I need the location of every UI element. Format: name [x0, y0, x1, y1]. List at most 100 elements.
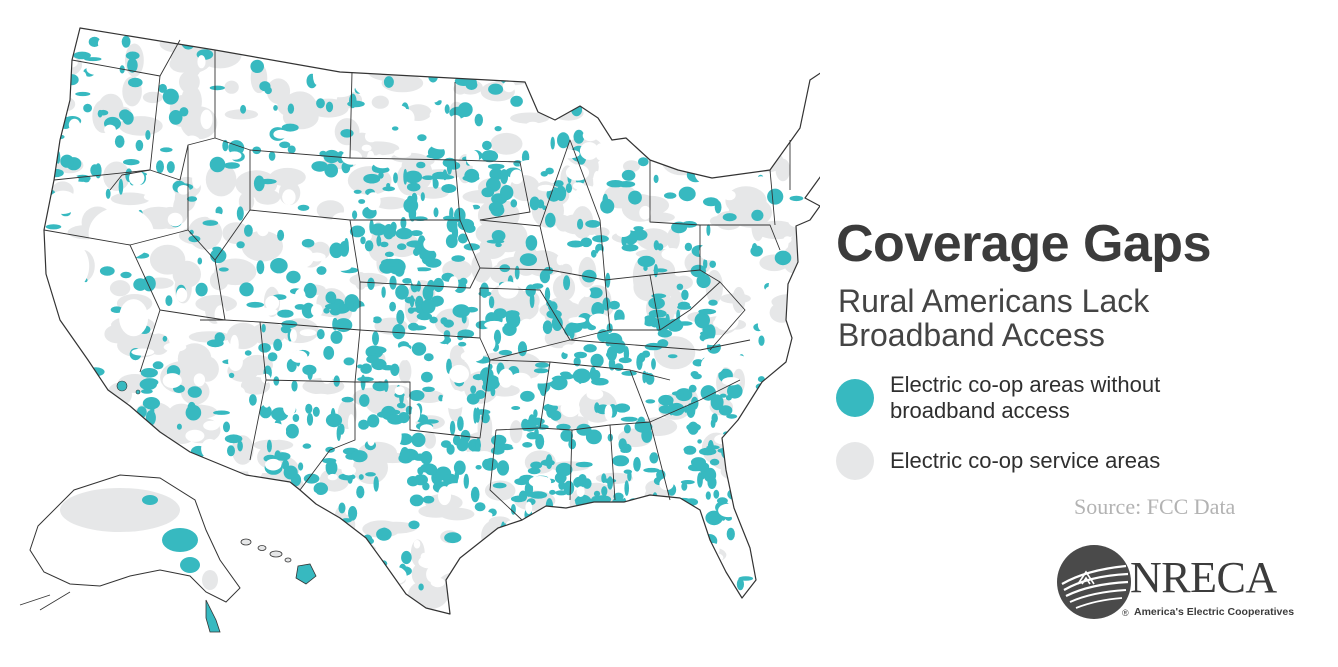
coverage-patch — [371, 95, 389, 109]
coverage-patch — [794, 335, 809, 343]
coverage-patch — [227, 445, 235, 457]
coverage-patch — [574, 351, 587, 359]
coverage-patch — [696, 139, 706, 144]
coverage-patch — [525, 501, 533, 514]
coverage-patch — [253, 439, 294, 451]
coverage-patch — [607, 476, 613, 490]
coverage-patch — [470, 486, 480, 503]
coverage-patch — [218, 267, 229, 272]
coverage-patch — [313, 37, 318, 44]
coverage-patch — [379, 241, 389, 248]
coverage-patch — [328, 88, 352, 98]
coverage-patch — [516, 571, 535, 586]
coverage-patch — [277, 229, 285, 241]
coverage-patch — [56, 93, 65, 101]
coverage-patch — [251, 502, 268, 525]
coverage-patch — [522, 65, 534, 82]
coverage-patch — [366, 192, 381, 211]
coverage-patch — [240, 479, 258, 484]
coverage-patch — [766, 558, 807, 579]
coverage-patch — [264, 86, 272, 95]
coverage-patch — [457, 233, 468, 244]
coverage-patch — [791, 358, 796, 374]
coverage-patch — [316, 528, 354, 558]
coverage-patch — [789, 195, 804, 202]
legend-label-service-areas: Electric co-op service areas — [890, 448, 1161, 473]
coverage-patch — [406, 64, 419, 74]
coverage-patch — [786, 513, 799, 524]
coverage-patch — [741, 61, 759, 78]
coverage-patch — [634, 115, 641, 131]
coverage-patch — [301, 238, 315, 248]
coverage-patch — [338, 473, 356, 481]
coverage-patch — [649, 452, 659, 464]
coverage-patch — [709, 458, 720, 466]
coverage-patch — [658, 94, 668, 110]
coverage-patch — [730, 260, 752, 274]
coverage-patch — [573, 357, 581, 367]
coverage-patch — [334, 318, 353, 333]
coverage-patch — [448, 276, 459, 291]
coverage-patch — [177, 185, 190, 195]
coverage-patch — [283, 399, 296, 416]
coverage-patch — [578, 474, 587, 484]
coverage-patch — [128, 77, 143, 88]
coverage-patch — [678, 574, 699, 605]
coverage-patch — [540, 459, 555, 467]
coverage-patch — [503, 34, 515, 47]
coverage-patch — [407, 307, 415, 314]
coverage-patch — [701, 355, 725, 375]
coverage-patch — [623, 424, 631, 434]
coverage-patch — [292, 533, 330, 563]
coverage-patch — [298, 462, 304, 471]
coverage-patch — [649, 515, 655, 528]
coverage-patch — [543, 266, 554, 275]
coverage-patch — [99, 266, 115, 276]
coverage-patch — [201, 438, 219, 459]
coverage-patch — [490, 132, 523, 155]
coverage-patch — [269, 167, 306, 187]
coverage-patch — [691, 459, 704, 465]
coverage-patch — [482, 457, 499, 471]
coverage-patch — [568, 439, 577, 450]
coverage-patch — [775, 158, 791, 182]
coverage-patch — [324, 163, 339, 178]
coverage-patch — [240, 494, 251, 506]
coverage-patch — [527, 467, 541, 475]
coverage-patch — [561, 509, 578, 519]
coverage-patch — [787, 144, 803, 159]
coverage-patch — [736, 578, 745, 591]
coverage-patch — [631, 568, 639, 578]
coverage-patch — [228, 372, 235, 378]
coverage-patch — [447, 483, 465, 492]
coverage-patch — [755, 49, 769, 64]
coverage-patch — [250, 59, 264, 73]
coverage-patch — [418, 583, 424, 591]
coverage-patch — [544, 287, 551, 302]
coverage-patch — [223, 162, 240, 169]
coverage-patch — [546, 299, 553, 307]
coverage-patch — [287, 145, 296, 154]
coverage-patch — [563, 69, 588, 77]
coverage-patch — [473, 407, 478, 424]
coverage-patch — [389, 275, 397, 290]
coverage-patch — [509, 575, 548, 604]
coverage-patch — [341, 533, 359, 540]
coverage-patch — [429, 316, 438, 324]
coverage-patch — [63, 142, 86, 151]
coverage-patch — [103, 161, 130, 191]
coverage-patch — [411, 192, 418, 204]
coverage-patch — [606, 180, 625, 188]
coverage-patch — [659, 477, 674, 491]
coverage-patch — [649, 566, 657, 581]
coverage-patch — [87, 453, 106, 470]
coverage-patch — [475, 465, 482, 470]
coverage-patch — [724, 544, 737, 556]
coverage-patch — [804, 370, 811, 382]
coverage-patch — [661, 248, 683, 261]
coverage-patch — [496, 460, 510, 476]
coverage-patch — [598, 38, 631, 68]
coverage-patch — [456, 438, 469, 452]
coverage-patch — [779, 585, 793, 599]
alaska — [19, 474, 241, 633]
